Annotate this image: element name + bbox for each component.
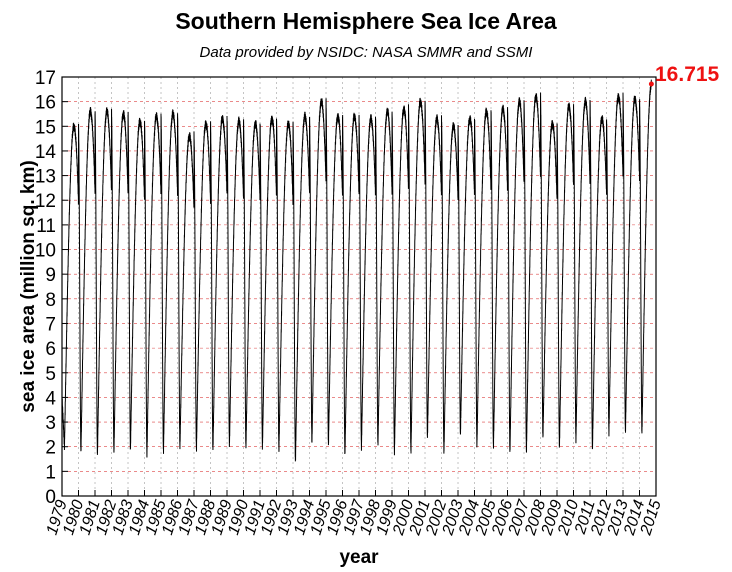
y-tick-label: 10 [35, 241, 56, 262]
y-tick-label: 13 [35, 167, 56, 188]
y-tick-label: 16 [35, 93, 56, 114]
y-tick-label: 2 [45, 438, 56, 459]
chart-title: Southern Hemisphere Sea Ice Area [175, 8, 557, 34]
last-point-marker [648, 81, 654, 87]
y-tick-label: 3 [45, 413, 56, 434]
y-tick-label: 0 [45, 487, 56, 508]
y-tick-label: 4 [45, 388, 56, 409]
y-tick-label: 14 [35, 142, 57, 163]
y-tick-label: 12 [35, 191, 56, 212]
y-tick-label: 8 [45, 290, 56, 311]
last-value-label: 16.715 [655, 63, 720, 86]
chart-subtitle: Data provided by NSIDC: NASA SMMR and SS… [199, 44, 533, 61]
series-line [61, 79, 652, 462]
y-tick-label: 5 [45, 364, 56, 385]
x-ticks: 1979198019811982198319841985198619871988… [44, 490, 665, 538]
y-tick-label: 1 [45, 462, 56, 483]
x-axis-label: year [339, 547, 379, 568]
y-tick-label: 11 [36, 216, 56, 237]
y-tick-label: 15 [35, 117, 56, 138]
y-tick-label: 7 [45, 314, 56, 335]
y-axis-label: sea ice area (million sq. km) [18, 160, 39, 412]
y-tick-label: 6 [45, 339, 56, 360]
y-tick-label: 9 [45, 265, 56, 286]
y-tick-label: 17 [35, 68, 56, 89]
